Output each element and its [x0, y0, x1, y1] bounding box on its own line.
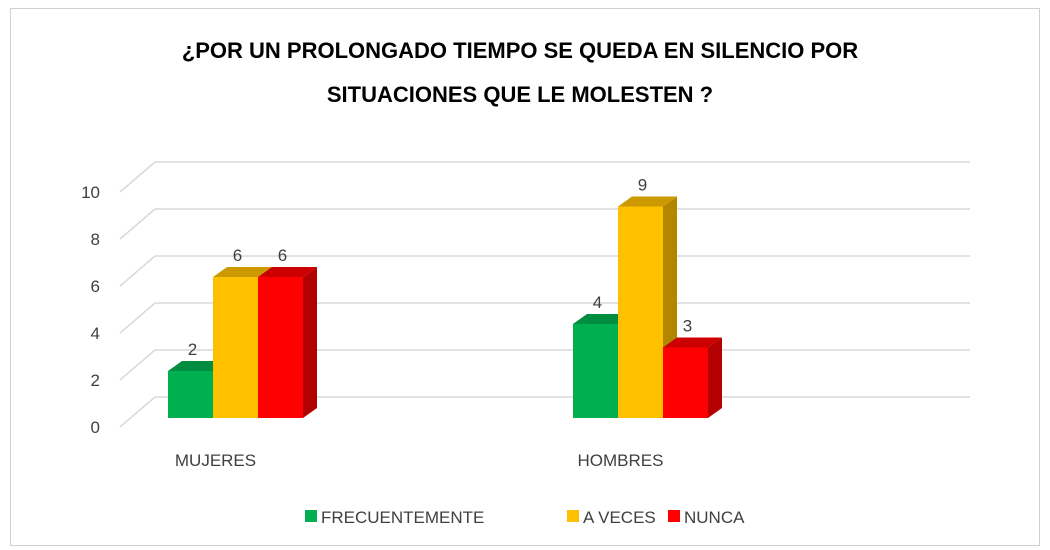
bar-top [168, 361, 227, 371]
data-label: 3 [683, 317, 692, 336]
grid-line [119, 208, 156, 240]
legend-swatch [567, 510, 579, 522]
grid-line [119, 349, 156, 381]
bar-side [303, 267, 317, 418]
x-tick-label: MUJERES [175, 451, 256, 470]
y-tick-label: 2 [91, 371, 100, 390]
chart-border [10, 8, 1040, 546]
grid-line [119, 255, 156, 287]
grid-line [119, 396, 156, 428]
bar [663, 347, 708, 418]
bar-top [258, 267, 317, 277]
bar-top [618, 196, 677, 207]
bar-top [213, 267, 272, 277]
legend-label: FRECUENTEMENTE [321, 508, 484, 527]
grid-line [119, 161, 156, 193]
grid-line [119, 302, 156, 334]
bar [258, 277, 303, 418]
bar [168, 371, 213, 418]
bar [618, 206, 663, 418]
data-label: 6 [278, 246, 287, 265]
legend-label: NUNCA [684, 508, 745, 527]
chart-title: SITUACIONES QUE LE MOLESTEN ? [327, 82, 713, 107]
bar [213, 277, 258, 418]
y-tick-label: 4 [91, 324, 100, 343]
chart-title: ¿POR UN PROLONGADO TIEMPO SE QUEDA EN SI… [182, 38, 858, 63]
y-tick-label: 0 [91, 418, 100, 437]
data-label: 6 [233, 246, 242, 265]
data-label: 2 [188, 340, 197, 359]
legend-swatch [305, 510, 317, 522]
data-label: 9 [638, 176, 647, 195]
y-tick-label: 8 [91, 230, 100, 249]
bar-top [573, 314, 632, 324]
x-tick-label: HOMBRES [578, 451, 664, 470]
bar-side [708, 337, 722, 418]
legend-label: A VECES [583, 508, 656, 527]
legend-swatch [668, 510, 680, 522]
y-tick-label: 6 [91, 277, 100, 296]
y-tick-label: 10 [81, 183, 100, 202]
bar-top [663, 337, 722, 348]
data-label: 4 [593, 293, 602, 312]
bar [573, 324, 618, 418]
